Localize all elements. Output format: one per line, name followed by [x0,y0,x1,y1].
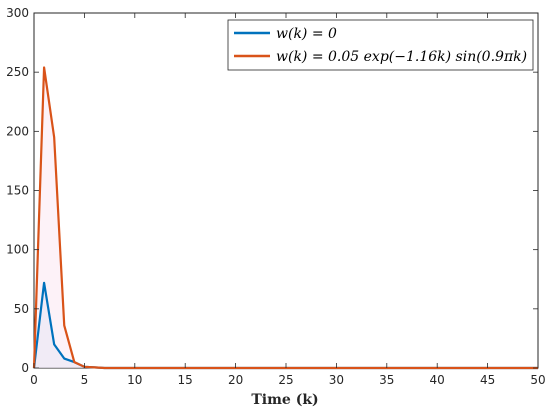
x-tick-label: 20 [228,373,243,387]
y-tick-label: 100 [6,243,29,257]
y-tick-label: 200 [6,124,29,138]
legend: w(k) = 0 w(k) = 0.05 exp(−1.16k) sin(0.9… [227,19,534,71]
legend-label-series-2: w(k) = 0.05 exp(−1.16k) sin(0.9πk) [276,49,527,65]
legend-box [227,19,534,71]
x-tick-label: 25 [278,373,293,387]
y-tick-label: 150 [6,184,29,198]
y-tick-label: 0 [21,361,29,375]
x-tick-label: 45 [480,373,495,387]
x-tick-label: 30 [329,373,344,387]
ticks-layer: 0 5 10 15 20 25 30 35 40 45 50 0 50 100 150 200 250 300 [6,6,546,387]
x-tick-label: 10 [127,373,142,387]
y-tick-label: 300 [6,6,29,20]
x-tick-label: 40 [430,373,445,387]
x-tick-label: 0 [30,373,38,387]
y-tick-label: 50 [14,302,29,316]
x-tick-label: 50 [530,373,545,387]
y-tick-label: 250 [6,65,29,79]
legend-label-series-1: w(k) = 0 [276,26,337,42]
x-tick-label: 15 [178,373,193,387]
plot-area [33,12,539,369]
x-axis-label: Time (k) [251,392,318,408]
x-tick-label: 5 [81,373,89,387]
x-tick-label: 35 [379,373,394,387]
